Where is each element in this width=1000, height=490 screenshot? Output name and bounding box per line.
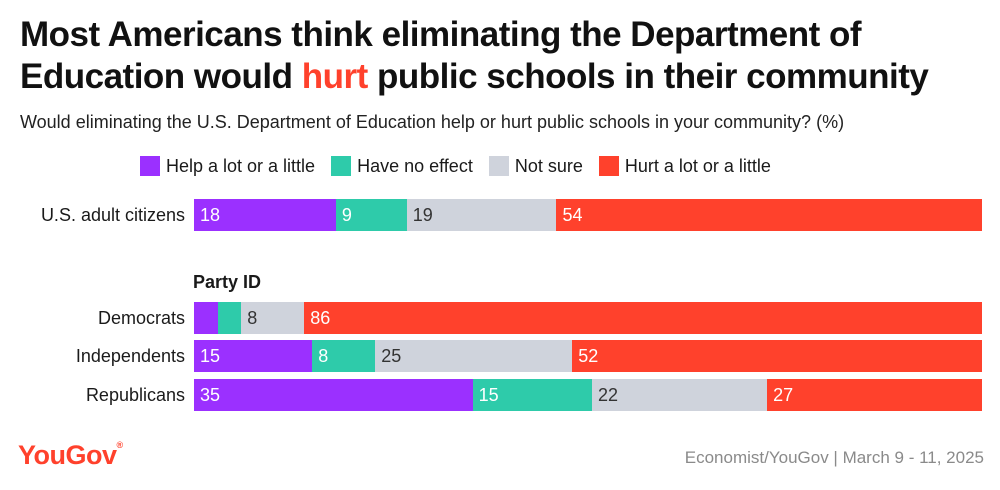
- source-note: Economist/YouGov | March 9 - 11, 2025: [685, 448, 984, 468]
- chart-subtitle: Would eliminating the U.S. Department of…: [20, 112, 844, 133]
- row-label-2: Independents: [76, 346, 185, 367]
- legend-item-1: Have no effect: [331, 156, 473, 177]
- bar-row-1: 8 86: [194, 302, 982, 334]
- bar-segment-3-3: 27: [767, 379, 982, 411]
- legend-swatch-3: [599, 156, 619, 176]
- bar-segment-2-1: 8: [312, 340, 375, 372]
- bar-row-2: 15 8 25 52: [194, 340, 982, 372]
- data-label-1-2: 8: [247, 302, 257, 334]
- data-label-2-1: 8: [318, 340, 328, 372]
- title-part-2: public schools in their community: [368, 57, 929, 96]
- data-label-3-0: 35: [200, 379, 220, 411]
- logo-registered-mark: ®: [117, 440, 123, 450]
- logo-text: YouGov: [18, 440, 117, 470]
- bar-segment-2-2: 25: [375, 340, 572, 372]
- group-label-party-id: Party ID: [193, 272, 261, 293]
- legend-item-2: Not sure: [489, 156, 583, 177]
- bar-segment-1-0: [194, 302, 218, 334]
- data-label-3-2: 22: [598, 379, 618, 411]
- chart-title: Most Americans think eliminating the Dep…: [20, 14, 990, 98]
- data-label-0-0: 18: [200, 199, 220, 231]
- bar-segment-3-2: 22: [592, 379, 767, 411]
- bar-segment-1-1: [218, 302, 242, 334]
- legend: Help a lot or a little Have no effect Not …: [140, 154, 787, 178]
- data-label-2-2: 25: [381, 340, 401, 372]
- legend-swatch-1: [331, 156, 351, 176]
- data-label-2-0: 15: [200, 340, 220, 372]
- data-label-0-2: 19: [413, 199, 433, 231]
- bar-segment-2-3: 52: [572, 340, 982, 372]
- bar-segment-0-3: 54: [556, 199, 982, 231]
- title-highlight: hurt: [302, 57, 368, 96]
- bar-segment-1-3: 86: [304, 302, 982, 334]
- bar-row-0: 18 9 19 54: [194, 199, 982, 231]
- data-label-3-1: 15: [479, 379, 499, 411]
- legend-item-0: Help a lot or a little: [140, 156, 315, 177]
- legend-label-0: Help a lot or a little: [166, 156, 315, 177]
- legend-label-2: Not sure: [515, 156, 583, 177]
- bar-segment-0-2: 19: [407, 199, 557, 231]
- data-label-1-3: 86: [310, 302, 330, 334]
- legend-swatch-0: [140, 156, 160, 176]
- row-label-3: Republicans: [86, 385, 185, 406]
- legend-swatch-2: [489, 156, 509, 176]
- bar-segment-0-1: 9: [336, 199, 407, 231]
- bar-segment-3-0: 35: [194, 379, 473, 411]
- legend-item-3: Hurt a lot or a little: [599, 156, 771, 177]
- bar-segment-2-0: 15: [194, 340, 312, 372]
- data-label-0-3: 54: [562, 199, 582, 231]
- data-label-2-3: 52: [578, 340, 598, 372]
- data-label-0-1: 9: [342, 199, 352, 231]
- bar-row-3: 35 15 22 27: [194, 379, 982, 411]
- bar-segment-0-0: 18: [194, 199, 336, 231]
- data-label-3-3: 27: [773, 379, 793, 411]
- yougov-logo: YouGov®: [18, 440, 123, 471]
- row-label-0: U.S. adult citizens: [41, 205, 185, 226]
- legend-label-1: Have no effect: [357, 156, 473, 177]
- row-label-1: Democrats: [98, 308, 185, 329]
- legend-label-3: Hurt a lot or a little: [625, 156, 771, 177]
- bar-segment-3-1: 15: [473, 379, 592, 411]
- bar-segment-1-2: 8: [241, 302, 304, 334]
